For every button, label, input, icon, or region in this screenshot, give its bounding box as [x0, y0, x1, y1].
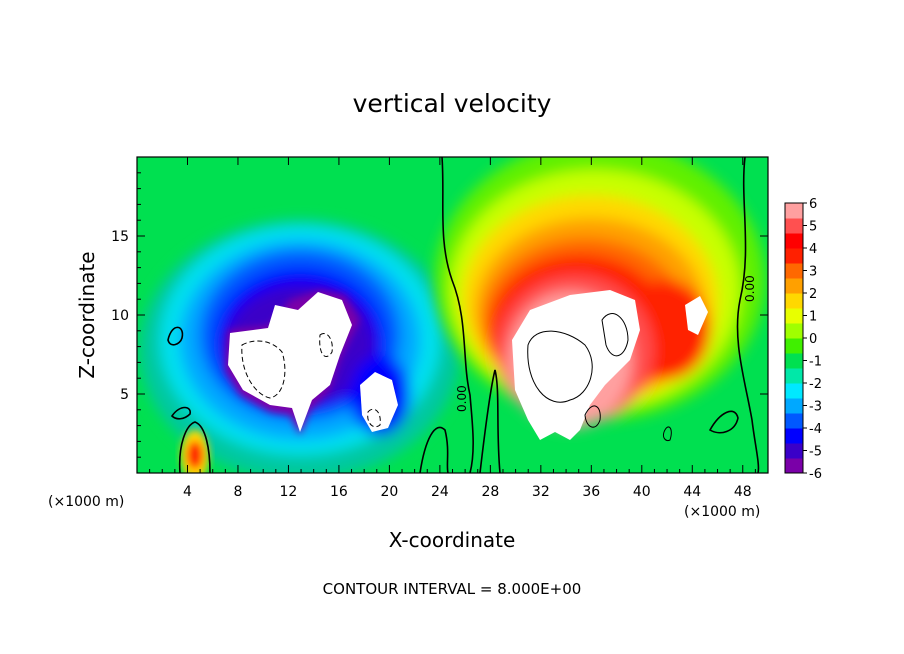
x-tick-label: 32 [532, 484, 550, 500]
updraft-white-lobe [685, 296, 708, 335]
colorbar-swatch [785, 293, 803, 309]
contour-label: 0.00 [455, 385, 469, 412]
x-tick-label: 16 [330, 484, 348, 500]
colorbar-tick-label: 1 [809, 310, 817, 325]
x-tick-label: 40 [633, 484, 651, 500]
x-tick-label: 36 [582, 484, 600, 500]
contour-label: 0.00 [743, 275, 757, 302]
x-tick-label: 24 [431, 484, 449, 500]
inner-contours [527, 313, 672, 441]
contour-interval-note: CONTOUR INTERVAL = 8.000E+00 [323, 580, 582, 598]
surface-updraft [181, 430, 209, 473]
y-tick-label: 5 [120, 387, 129, 403]
colorbar-tick-label: 6 [809, 197, 817, 212]
colorbar-swatch [785, 428, 803, 444]
colorbar-swatch [785, 398, 803, 414]
x-tick-label: 8 [233, 484, 242, 500]
x-tick-label: 48 [734, 484, 752, 500]
colorbar-swatch [785, 248, 803, 264]
colorbar-swatch [785, 413, 803, 429]
colorbar-swatch [785, 278, 803, 294]
colorbar-tick-label: -1 [809, 355, 822, 370]
colorbar-tick-label: 5 [809, 220, 817, 235]
colorbar-tick-label: -5 [809, 445, 822, 460]
y-axis: 5 10 15 [111, 172, 768, 458]
plot-area [137, 157, 768, 473]
x-axis: 4 8 12 16 20 24 28 32 36 40 44 48 [149, 157, 756, 500]
colorbar-tick-label: -6 [809, 467, 822, 482]
colorbar-tick-label: 4 [809, 242, 817, 257]
x-tick-label: 44 [683, 484, 701, 500]
y-axis-label: Z-coordinate [75, 251, 99, 378]
colorbar-swatch [785, 203, 803, 219]
colorbar: 6 5 4 3 2 1 0 -1 -2 -3 -4 -5 -6 [784, 197, 822, 482]
downdraft-white-core [228, 292, 352, 432]
downdraft-white-lobe [360, 372, 398, 432]
colorbar-tick-label: 0 [809, 332, 817, 347]
x-tick-label: 12 [280, 484, 298, 500]
x-unit-label-right: (×1000 m) [684, 504, 760, 520]
colorbar-tick-label: -4 [809, 422, 822, 437]
colorbar-swatch [785, 263, 803, 279]
negative-contours [241, 333, 381, 428]
x-tick-label: 28 [481, 484, 499, 500]
y-tick-label: 10 [111, 308, 129, 324]
colorbar-swatch [785, 458, 803, 474]
colorbar-swatch [785, 368, 803, 384]
x-axis-label: X-coordinate [389, 528, 516, 552]
colorbar-swatch [785, 233, 803, 249]
colorbar-tick-label: -3 [809, 400, 822, 415]
colorbar-swatch [785, 323, 803, 339]
chart-title: vertical velocity [353, 89, 552, 118]
colorbar-swatch [785, 383, 803, 399]
colorbar-tick-label: 3 [809, 265, 817, 280]
colorbar-swatch [785, 353, 803, 369]
colorbar-swatch [785, 338, 803, 354]
updraft-white-core [512, 290, 640, 440]
colorbar-swatch [785, 308, 803, 324]
colorbar-tick-label: -2 [809, 377, 822, 392]
colorbar-tick-label: 2 [809, 287, 817, 302]
y-tick-label: 15 [111, 229, 129, 245]
x-tick-label: 4 [183, 484, 192, 500]
x-tick-label: 20 [380, 484, 398, 500]
x-unit-label-left: (×1000 m) [48, 494, 124, 510]
zero-contours [167, 157, 760, 473]
colorbar-swatch [785, 443, 803, 459]
colorbar-swatch [785, 218, 803, 234]
